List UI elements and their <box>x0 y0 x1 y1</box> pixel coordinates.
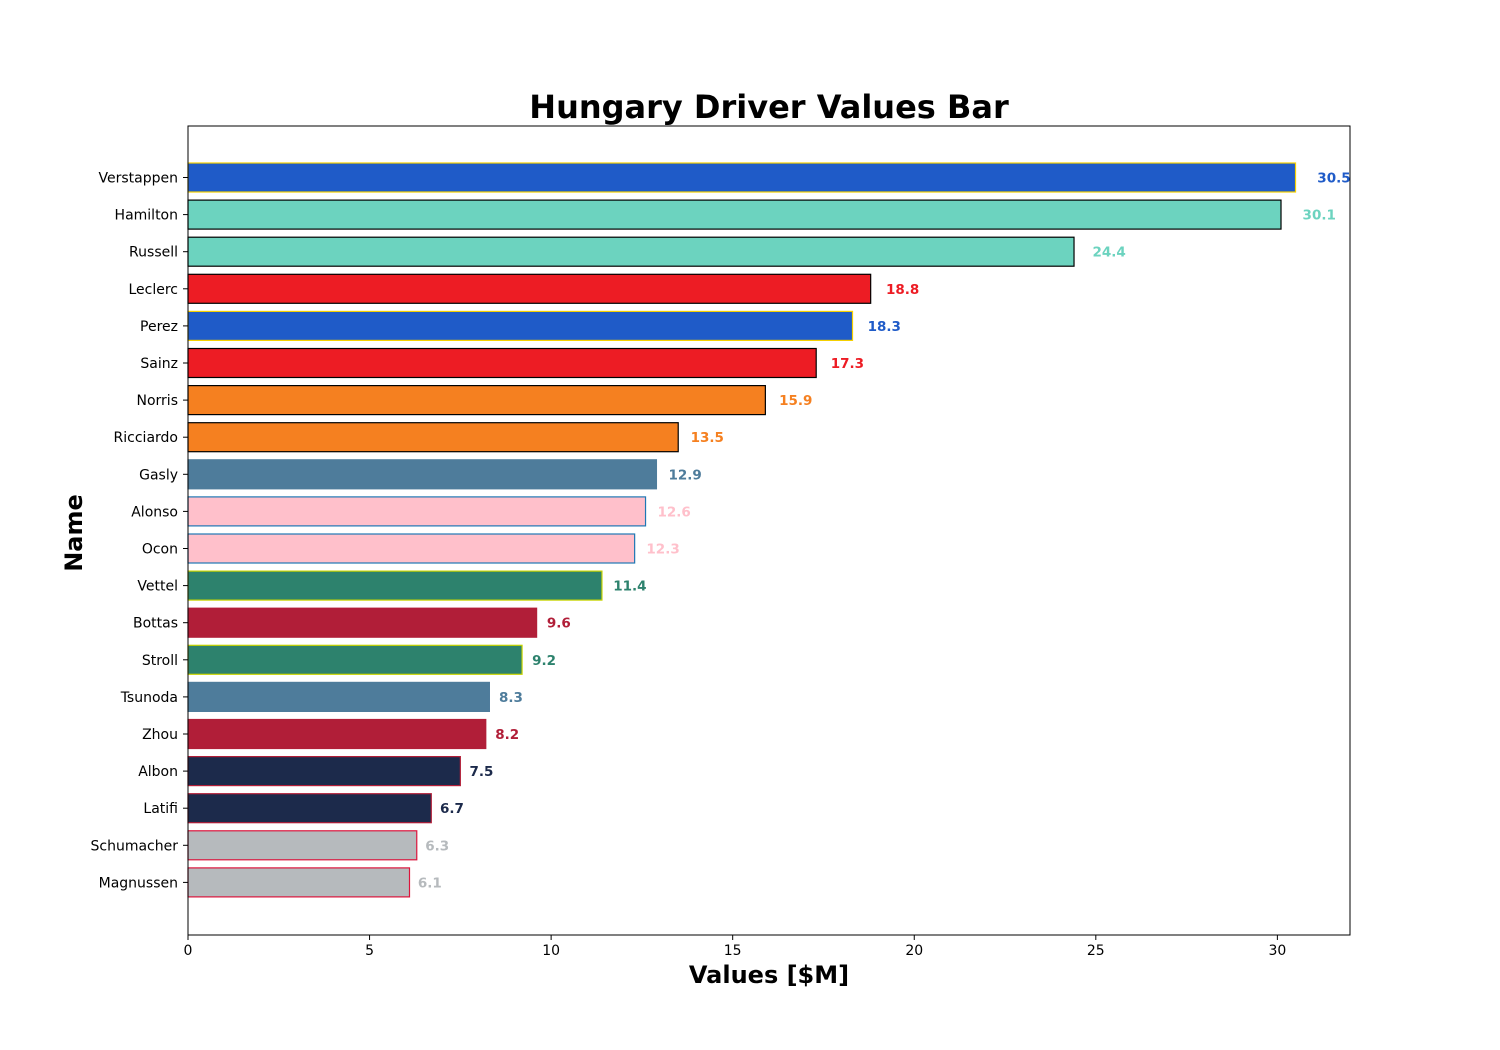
y-tick-label: Norris <box>137 393 179 409</box>
y-tick-label: Russell <box>129 245 178 261</box>
y-tick-label: Hamilton <box>115 208 178 224</box>
x-tick-label: 25 <box>1087 943 1105 959</box>
y-axis-label: Name <box>60 494 88 572</box>
bar <box>187 718 487 750</box>
bar <box>187 162 1297 193</box>
value-label: 12.6 <box>657 504 690 520</box>
bar <box>187 830 418 861</box>
value-label: 6.3 <box>425 838 449 854</box>
y-tick-label: Leclerc <box>128 282 178 298</box>
y-tick-label: Perez <box>140 319 178 335</box>
value-label: 9.6 <box>547 616 571 632</box>
y-tick-label: Sainz <box>140 356 178 372</box>
value-label: 7.5 <box>469 764 493 780</box>
bar <box>187 570 603 601</box>
value-label: 18.8 <box>886 282 919 298</box>
x-tick-label: 20 <box>905 943 923 959</box>
y-tick-label: Gasly <box>139 467 178 483</box>
value-label: 13.5 <box>691 430 724 446</box>
bar <box>187 533 636 564</box>
y-tick-label: Magnussen <box>99 875 178 891</box>
y-tick-label: Verstappen <box>99 171 178 187</box>
bar <box>187 347 817 379</box>
value-label: 12.9 <box>669 467 702 483</box>
y-tick-label: Bottas <box>133 616 178 632</box>
x-tick-label: 15 <box>724 943 742 959</box>
plot-area: 0 5 10 15 20 25 30 Verstappen 30.5 Hamilton 30.1 Ru… <box>91 162 1351 959</box>
y-tick-label: Zhou <box>142 727 178 743</box>
bar <box>187 459 658 490</box>
value-label: 17.3 <box>831 356 864 372</box>
y-tick-label: Ricciardo <box>114 430 178 446</box>
bar <box>187 867 411 898</box>
bar <box>187 681 490 713</box>
x-tick-label: 30 <box>1268 943 1286 959</box>
value-label: 8.2 <box>495 727 519 743</box>
value-label: 8.3 <box>499 690 523 706</box>
value-label: 30.1 <box>1303 208 1336 224</box>
y-tick-label: Ocon <box>142 542 178 558</box>
value-label: 12.3 <box>646 542 679 558</box>
chart-title: Hungary Driver Values Bar <box>529 88 1009 126</box>
bar <box>187 607 538 638</box>
x-tick-label: 5 <box>365 943 374 959</box>
plot-frame <box>187 125 1351 936</box>
y-tick-label: Schumacher <box>91 838 179 854</box>
x-axis-label: Values [$M] <box>689 961 849 989</box>
value-label: 6.7 <box>440 801 464 817</box>
value-label: 9.2 <box>532 653 556 669</box>
bar <box>187 310 854 341</box>
value-label: 15.9 <box>779 393 812 409</box>
bar <box>187 644 523 675</box>
value-label: 11.4 <box>613 579 646 595</box>
value-label: 18.3 <box>868 319 901 335</box>
y-tick-label: Tsunoda <box>120 690 178 706</box>
y-tick-label: Albon <box>138 764 178 780</box>
bar <box>187 793 432 824</box>
bar <box>187 199 1282 230</box>
bar <box>187 755 461 787</box>
bar <box>187 496 647 527</box>
value-label: 24.4 <box>1092 245 1125 261</box>
value-label: 30.5 <box>1317 171 1350 187</box>
bar <box>187 422 679 453</box>
y-tick-label: Alonso <box>131 504 178 520</box>
y-tick-label: Latifi <box>143 801 178 817</box>
bar <box>187 385 766 416</box>
bar <box>187 236 1075 267</box>
x-tick-label: 10 <box>542 943 560 959</box>
bar <box>187 273 872 304</box>
y-tick-label: Stroll <box>142 653 178 669</box>
x-tick-label: 0 <box>184 943 193 959</box>
value-label: 6.1 <box>418 875 442 891</box>
y-tick-label: Vettel <box>137 579 178 595</box>
